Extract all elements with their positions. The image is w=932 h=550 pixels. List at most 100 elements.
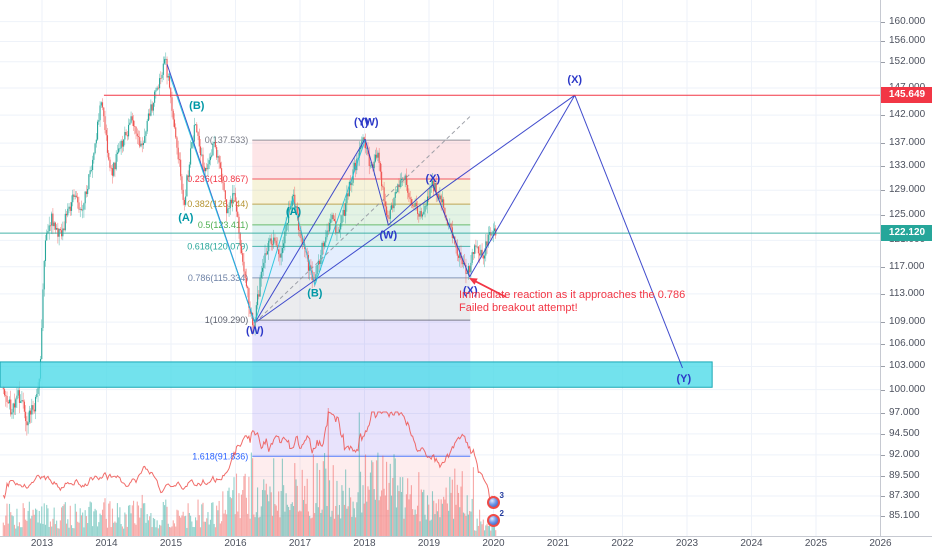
wave-label[interactable]: (B): [307, 288, 323, 300]
volume-bar: [198, 515, 200, 536]
candle-body: [490, 232, 492, 236]
volume-bar: [10, 512, 12, 536]
volume-bar: [213, 523, 215, 536]
trend-line[interactable]: [254, 138, 366, 324]
wave-label[interactable]: (Y): [676, 373, 691, 385]
volume-bar: [63, 504, 65, 536]
volume-bar: [42, 523, 44, 536]
time-tick-label: 2013: [30, 538, 54, 549]
candle-body: [413, 205, 415, 207]
trend-line[interactable]: [254, 94, 576, 324]
volume-bar: [342, 490, 344, 536]
volume-bar: [43, 503, 45, 536]
volume-bar: [118, 517, 120, 536]
candle-body: [387, 215, 389, 218]
volume-bar: [229, 497, 231, 536]
candle-body: [95, 139, 97, 144]
price-tick-mark: [881, 343, 885, 345]
candle-body: [172, 110, 174, 120]
candle-body: [278, 249, 280, 255]
wave-label[interactable]: (W): [361, 117, 379, 129]
candle-body: [327, 230, 329, 232]
time-tick-label: 2026: [869, 538, 892, 549]
volume-bar: [384, 495, 386, 536]
wave-label[interactable]: (W): [380, 230, 398, 242]
candle-body: [273, 237, 275, 245]
chart-marker-icon[interactable]: 2: [487, 509, 504, 527]
volume-bar: [46, 504, 48, 536]
trend-line[interactable]: [469, 94, 576, 278]
candle-body: [477, 246, 479, 254]
candle-body: [249, 307, 251, 314]
candle-body: [123, 139, 125, 147]
support-zone[interactable]: [0, 361, 713, 388]
volume-bar: [310, 518, 312, 536]
volume-bar: [297, 511, 300, 536]
price-tick-label: 137.000: [889, 137, 926, 149]
candle-body: [240, 245, 243, 254]
candle-body: [182, 189, 184, 200]
trend-line[interactable]: [574, 95, 683, 369]
volume-bar: [116, 503, 118, 536]
volume-bar: [271, 515, 274, 536]
volume-bar: [419, 521, 421, 536]
wave-label[interactable]: (X): [463, 285, 478, 297]
candle-body: [343, 209, 345, 216]
candle-body: [176, 137, 178, 148]
volume-bar: [191, 521, 193, 536]
volume-bar: [110, 527, 112, 536]
volume-bar: [488, 525, 491, 536]
volume-bar: [346, 508, 348, 536]
volume-bar: [275, 505, 277, 536]
volume-bar: [68, 527, 70, 536]
time-axis[interactable]: 2013 2014 2015 2016 2017 2018 2019 2020 2021 2022…: [0, 536, 932, 550]
volume-bar: [88, 506, 90, 536]
volume-bar: [219, 523, 221, 536]
volume-bar: [280, 490, 282, 536]
candle-body: [315, 274, 317, 282]
trend-line[interactable]: [364, 139, 471, 277]
volume-bar: [255, 512, 257, 536]
candle-body: [43, 260, 45, 290]
volume-bar: [183, 516, 185, 536]
volume-bar: [324, 453, 326, 536]
wave-label[interactable]: (X): [426, 173, 441, 185]
volume-bar: [180, 517, 182, 536]
wave-label[interactable]: (A): [286, 206, 302, 218]
candle-body: [115, 154, 117, 170]
wave-label[interactable]: (Y): [354, 117, 369, 129]
volume-bar: [343, 504, 345, 536]
annotation-arrow[interactable]: [472, 279, 507, 298]
candle-body: [103, 107, 105, 117]
volume-bar: [188, 512, 190, 536]
candle-body: [181, 176, 183, 190]
volume-bar: [147, 520, 149, 536]
volume-bar: [167, 523, 169, 536]
price-axis[interactable]: 160.000156.000152.000147.000142.000137.0…: [880, 0, 932, 536]
annotation-callout[interactable]: Immediate reaction as it approaches the …: [459, 289, 685, 315]
trend-line[interactable]: [168, 73, 256, 324]
trend-line[interactable]: [254, 115, 471, 324]
volume-bar: [240, 494, 243, 536]
volume-bar: [312, 454, 314, 536]
chart-marker-icon[interactable]: 3: [487, 491, 504, 509]
volume-bar: [265, 483, 267, 536]
volume-bar: [154, 518, 156, 536]
candle-body: [237, 211, 239, 217]
volume-bar: [412, 509, 414, 536]
candle-body: [188, 164, 190, 177]
wave-label[interactable]: (X): [567, 74, 582, 86]
wave-label[interactable]: (B): [189, 100, 205, 112]
wave-label[interactable]: (A): [178, 212, 194, 224]
volume-bar: [178, 515, 180, 536]
wave-label[interactable]: (W): [246, 325, 264, 337]
trend-line[interactable]: [254, 140, 366, 324]
volume-bar: [302, 499, 305, 536]
candle-body: [263, 262, 265, 268]
volume-bar: [17, 526, 19, 536]
volume-bar: [20, 527, 22, 536]
candle-body: [461, 259, 463, 265]
volume-bar: [371, 460, 373, 536]
volume-bar: [403, 518, 405, 536]
